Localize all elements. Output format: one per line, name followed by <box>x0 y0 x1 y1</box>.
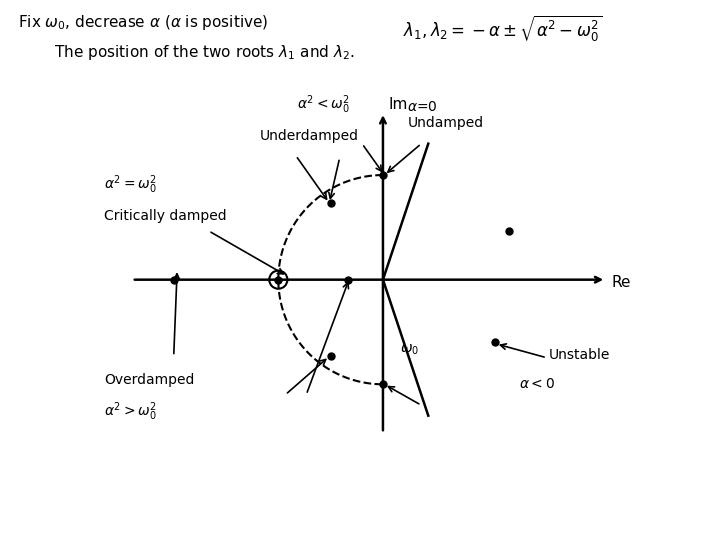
Text: Critically damped: Critically damped <box>104 210 227 224</box>
Text: Re: Re <box>612 275 631 290</box>
Text: $\alpha^2 > \omega_0^2$: $\alpha^2 > \omega_0^2$ <box>104 400 157 423</box>
Text: $\alpha^2 < \omega_0^2$: $\alpha^2 < \omega_0^2$ <box>297 93 350 116</box>
Text: $\lambda_1, \lambda_2 = -\alpha \pm \sqrt{\alpha^2 - \omega_0^2}$: $\lambda_1, \lambda_2 = -\alpha \pm \sqr… <box>403 14 603 44</box>
Text: Im: Im <box>389 97 408 112</box>
Text: Fix $\omega_0$, decrease $\alpha$ ($\alpha$ is positive): Fix $\omega_0$, decrease $\alpha$ ($\alp… <box>18 14 269 32</box>
Text: $\omega_0$: $\omega_0$ <box>400 343 420 357</box>
Text: $\alpha$=0
Undamped: $\alpha$=0 Undamped <box>408 99 484 130</box>
Text: Underdamped: Underdamped <box>260 129 359 143</box>
Text: Unstable: Unstable <box>549 348 611 362</box>
Text: The position of the two roots $\lambda_1$ and $\lambda_2$.: The position of the two roots $\lambda_1… <box>40 43 354 62</box>
Text: $\alpha < 0$: $\alpha < 0$ <box>519 377 555 391</box>
Text: Overdamped: Overdamped <box>104 373 194 387</box>
Text: $\alpha^2 = \omega_0^2$: $\alpha^2 = \omega_0^2$ <box>104 173 157 196</box>
